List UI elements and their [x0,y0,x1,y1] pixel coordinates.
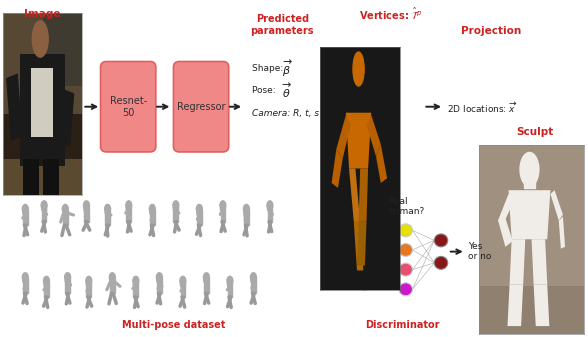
Text: Camera: R, t, s: Camera: R, t, s [252,109,319,118]
FancyBboxPatch shape [101,61,156,152]
FancyBboxPatch shape [173,61,229,152]
Text: Real
human?: Real human? [388,197,425,216]
Text: Sculpt: Sculpt [516,127,554,137]
Text: Regressor: Regressor [177,102,225,112]
Text: $\overrightarrow{\theta}$: $\overrightarrow{\theta}$ [282,82,292,100]
Circle shape [358,277,372,290]
Text: Image: Image [24,9,61,19]
Text: Pose:: Pose: [252,87,278,95]
Text: Resnet-
50: Resnet- 50 [109,96,147,118]
Text: 2D locations: $\overrightarrow{x}$: 2D locations: $\overrightarrow{x}$ [447,101,517,115]
Circle shape [399,243,413,256]
Text: Vertices: $\hat{\mathcal{T}}^p$: Vertices: $\hat{\mathcal{T}}^p$ [359,6,423,22]
Text: $\overrightarrow{\beta}$: $\overrightarrow{\beta}$ [282,59,293,79]
Text: Yes
or no: Yes or no [468,242,492,261]
Circle shape [399,283,413,296]
Text: Shape:: Shape: [252,64,286,73]
Circle shape [358,218,372,231]
Text: Projection: Projection [461,26,521,36]
Text: Discriminator: Discriminator [366,319,440,330]
Text: Predicted
parameters: Predicted parameters [250,14,314,36]
Circle shape [358,257,372,270]
Circle shape [399,263,413,276]
Circle shape [434,234,448,247]
Text: Multi-pose dataset: Multi-pose dataset [122,319,225,330]
Circle shape [399,224,413,237]
Circle shape [434,256,448,269]
Circle shape [358,238,372,251]
